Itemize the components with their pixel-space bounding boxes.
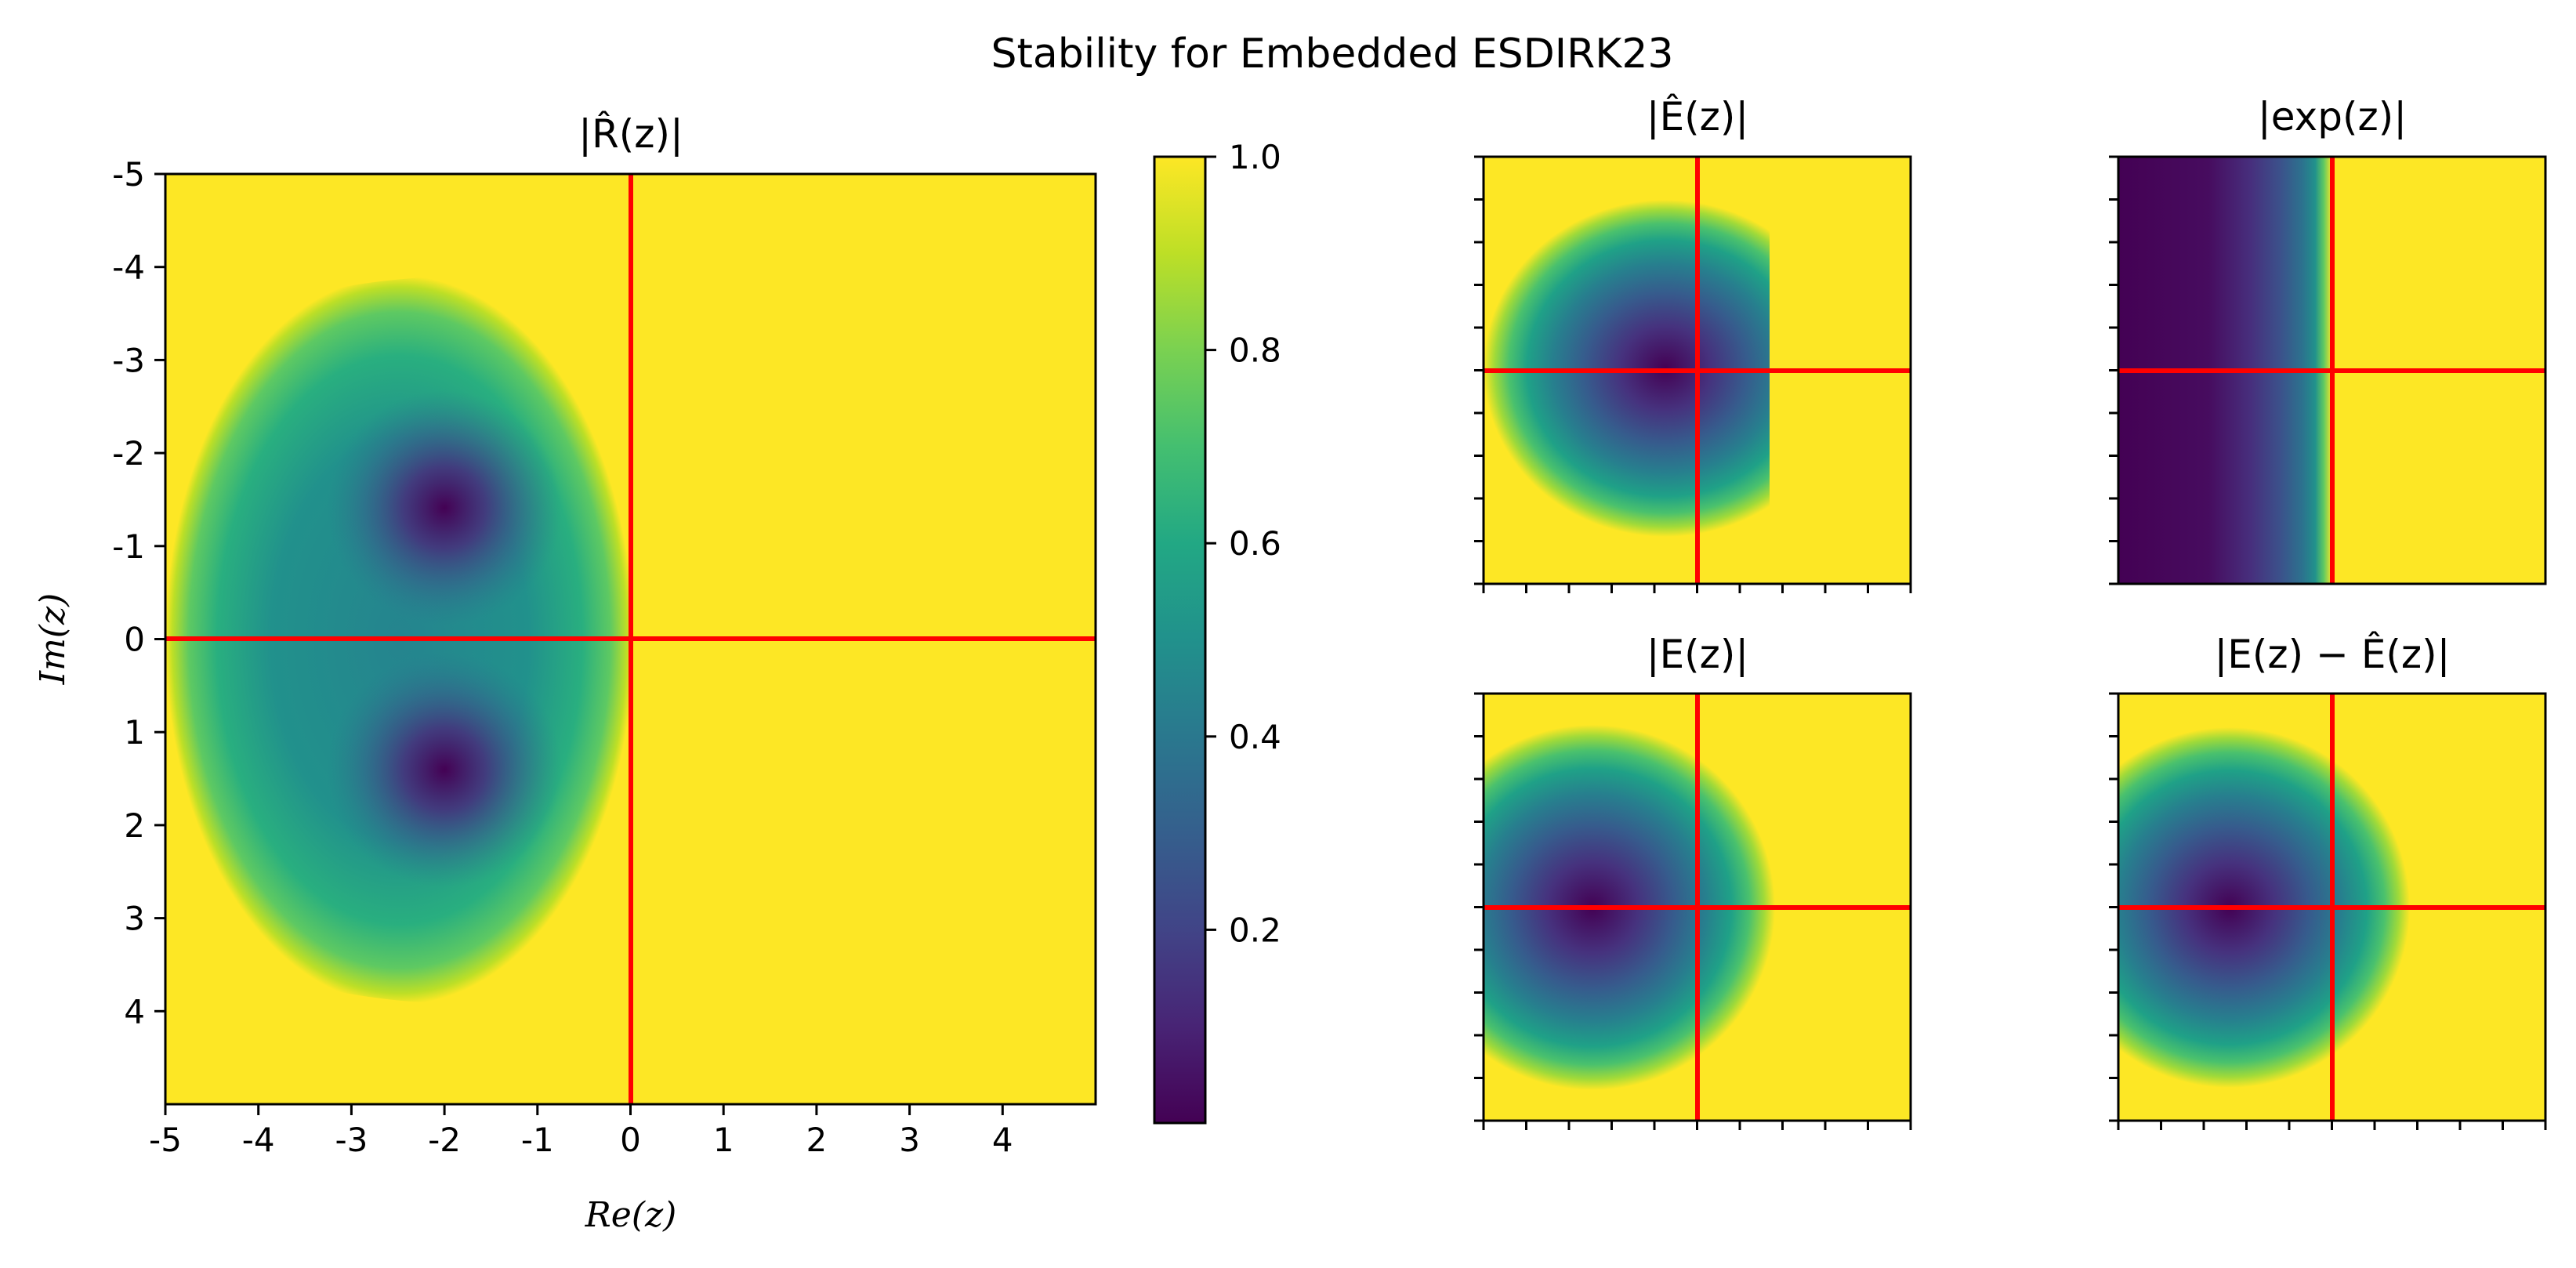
ylabel: Im(z) — [33, 593, 73, 686]
xlabel: Re(z) — [585, 1195, 677, 1235]
main-xtick-label: -1 — [521, 1121, 554, 1159]
panel-e-title: |E(z)| — [1647, 632, 1749, 677]
panel-e-diff: |E(z) − Ê(z)| — [2117, 631, 2547, 1122]
small-panel-ticks — [1474, 155, 2547, 1130]
main-ytick-label: -3 — [112, 341, 145, 379]
main-ytick-label: 0 — [124, 621, 145, 659]
main-ytick-label: -1 — [112, 527, 145, 566]
main-yticks: -5 -4 -3 -2 -1 0 1 2 3 4 — [112, 155, 165, 1031]
panel-e: |E(z)| — [1482, 632, 1912, 1122]
main-ytick-label: -2 — [112, 434, 145, 473]
main-xtick-label: 1 — [713, 1121, 734, 1159]
minimum-upper — [327, 390, 562, 625]
main-stability-panel: |R̂(z)| -5 -4 -3 -2 -1 0 1 2 3 4 -5-4-3-2-101234 … — [33, 110, 1097, 1235]
colorbar-gradient — [1154, 157, 1205, 1123]
main-title: |R̂(z)| — [578, 110, 683, 157]
main-ytick-label: -5 — [112, 155, 145, 194]
colorbar-tick-label: 0.2 — [1229, 911, 1281, 949]
main-xtick-label: 0 — [620, 1121, 641, 1159]
panel-e-hat-title: |Ê(z)| — [1647, 93, 1749, 139]
colorbar: 0.2 0.4 0.6 0.8 1.0 — [1153, 138, 1281, 1125]
main-ytick-label: 4 — [124, 992, 145, 1031]
main-xtick-label: 4 — [992, 1121, 1013, 1159]
main-xtick-label: -5 — [149, 1121, 182, 1159]
main-xtick-label: 3 — [899, 1121, 920, 1159]
main-ytick-label: 3 — [124, 900, 145, 938]
main-ytick-label: 1 — [124, 713, 145, 752]
main-xtick-label: -2 — [428, 1121, 461, 1159]
colorbar-tick-label: 0.4 — [1229, 718, 1281, 756]
colorbar-frame — [1153, 155, 1207, 1125]
main-xtick-label: 2 — [806, 1121, 828, 1159]
colorbar-ticks: 0.2 0.4 0.6 0.8 1.0 — [1205, 138, 1281, 949]
colorbar-tick-label: 0.6 — [1229, 524, 1281, 563]
main-xtick-label: -4 — [242, 1121, 275, 1159]
colorbar-tick-label: 1.0 — [1229, 138, 1281, 176]
panel-exp-title: |exp(z)| — [2258, 94, 2407, 139]
panel-e-diff-title: |E(z) − Ê(z)| — [2214, 631, 2450, 677]
panel-exp: |exp(z)| — [2117, 94, 2547, 585]
panel-e-hat: |Ê(z)| — [1482, 93, 1912, 585]
figure-title: Stability for Embedded ESDIRK23 — [991, 31, 1673, 78]
main-ytick-label: -4 — [112, 248, 145, 287]
minimum-lower — [327, 652, 562, 887]
main-xtick-label: -3 — [335, 1121, 368, 1159]
main-xticks: -5 -4 -3 -2 -1 0 1 2 3 4 — [149, 1104, 1013, 1159]
main-ytick-label: 2 — [124, 806, 145, 845]
colorbar-tick-label: 0.8 — [1229, 331, 1281, 370]
